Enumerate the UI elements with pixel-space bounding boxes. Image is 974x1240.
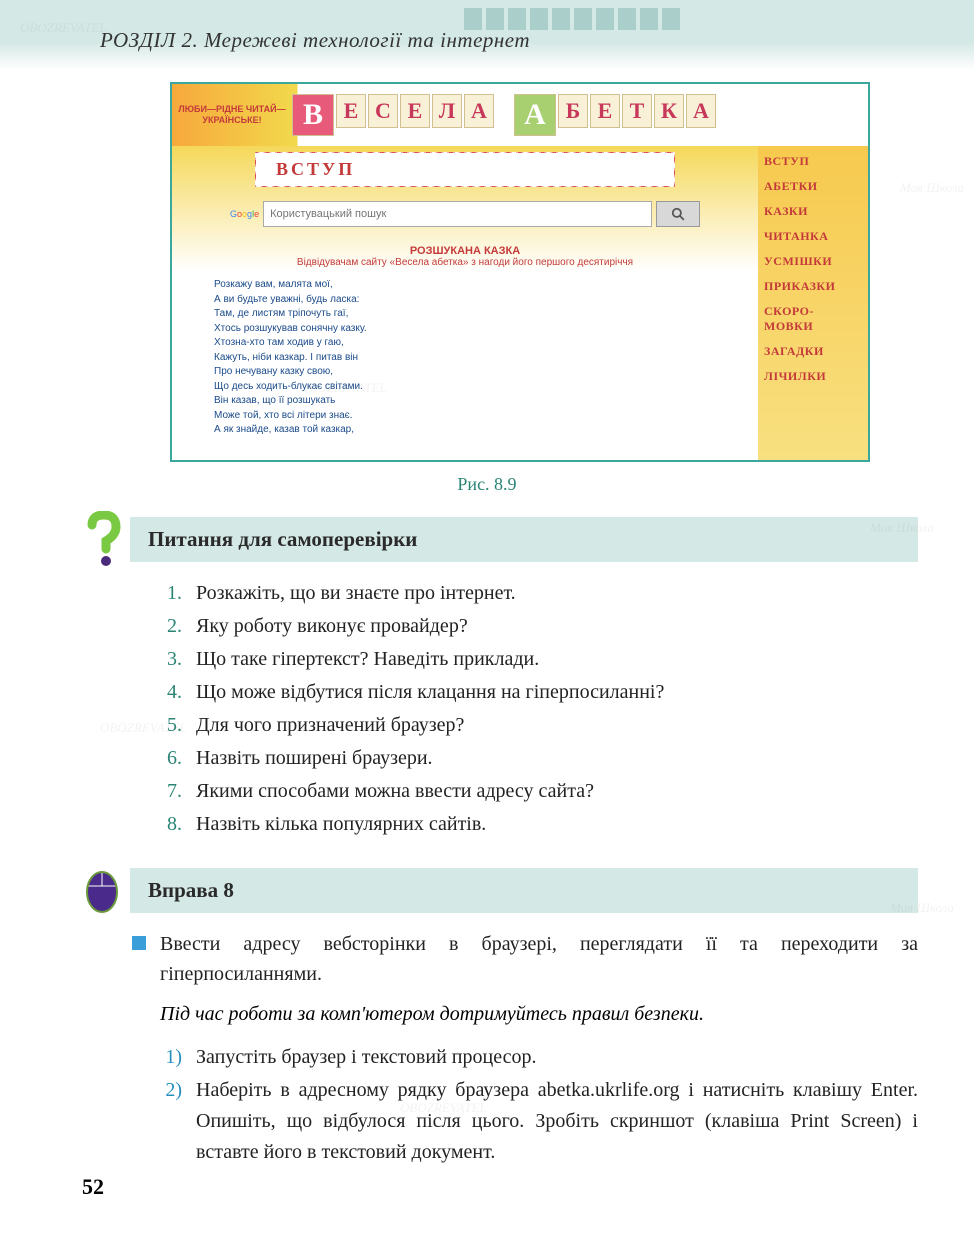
question-number: 8. bbox=[160, 809, 182, 840]
exercise-lead-text: Ввести адресу вебсторінки в браузері, пе… bbox=[160, 929, 918, 989]
step-item: 2)Наберіть в адресному рядку браузера ab… bbox=[160, 1075, 918, 1168]
nav-item[interactable]: ПРИКАЗКИ bbox=[762, 277, 864, 296]
site-logo: ВЕСЕЛААБЕТКА bbox=[292, 94, 716, 136]
poem-line: Що десь ходить-блукає світами. bbox=[214, 380, 746, 395]
logo-letter: А bbox=[514, 94, 556, 136]
question-item: 5. Для чого призначений браузер? bbox=[160, 710, 918, 741]
question-text: Що може відбутися після клацання на гіпе… bbox=[196, 677, 664, 708]
poem-line: А як знайде, казав той казкар, bbox=[214, 423, 746, 438]
poem-line: Там, де листям тріпочуть гаї, bbox=[214, 307, 746, 322]
question-text: Назвіть поширені браузери. bbox=[196, 743, 433, 774]
poem-line: Хтось розшукував сонячну казку. bbox=[214, 322, 746, 337]
search-input[interactable] bbox=[263, 201, 652, 227]
question-item: 2. Яку роботу виконує провайдер? bbox=[160, 611, 918, 642]
question-number: 6. bbox=[160, 743, 182, 774]
logo-letter: К bbox=[654, 94, 684, 128]
vstup-banner: ВСТУП bbox=[255, 152, 675, 187]
logo-letter: А bbox=[686, 94, 716, 128]
story-title: РОЗШУКАНА КАЗКА bbox=[184, 245, 746, 257]
nav-item[interactable]: ЗАГАДКИ bbox=[762, 342, 864, 361]
logo-letter: В bbox=[292, 94, 334, 136]
question-item: 8. Назвіть кілька популярних сайтів. bbox=[160, 809, 918, 840]
nav-item[interactable]: ВСТУП bbox=[762, 152, 864, 171]
questions-heading: Питання для самоперевірки bbox=[130, 517, 918, 562]
chapter-header: РОЗДІЛ 2. Мережеві технології та інтерне… bbox=[0, 0, 974, 70]
step-number: 2) bbox=[160, 1075, 182, 1168]
question-number: 4. bbox=[160, 677, 182, 708]
nav-item[interactable]: УСМІШКИ bbox=[762, 252, 864, 271]
search-button[interactable] bbox=[656, 201, 700, 227]
poem-line: Розкажу вам, малята мої, bbox=[214, 278, 746, 293]
question-item: 3. Що таке гіпертекст? Наведіть приклади. bbox=[160, 644, 918, 675]
page-number: 52 bbox=[82, 1174, 104, 1200]
search-icon bbox=[671, 207, 685, 221]
question-item: 6. Назвіть поширені браузери. bbox=[160, 743, 918, 774]
site-slogan: ЛЮБИ—РІДНЕ ЧИТАЙ— УКРАЇНСЬКЕ! bbox=[172, 100, 292, 130]
question-text: Якими способами можна ввести адресу сайт… bbox=[196, 776, 594, 807]
site-body: ВСТУП Google РОЗШУКАНА КАЗКА Відвідувача… bbox=[172, 146, 868, 460]
nav-item[interactable]: КАЗКИ bbox=[762, 202, 864, 221]
question-text: Розкажіть, що ви знаєте про інтернет. bbox=[196, 578, 516, 609]
poem-line: Про нечувану казку свою, bbox=[214, 365, 746, 380]
nav-item[interactable]: АБЕТКИ bbox=[762, 177, 864, 196]
logo-letter: Т bbox=[622, 94, 652, 128]
logo-letter: Е bbox=[400, 94, 430, 128]
bullet-square-icon bbox=[132, 936, 146, 950]
vstup-label: ВСТУП bbox=[276, 159, 355, 179]
question-text: Що таке гіпертекст? Наведіть приклади. bbox=[196, 644, 539, 675]
poem-line: Кажуть, ніби казкар. І питав він bbox=[214, 351, 746, 366]
poem-line: Хтозна-хто там ходив у гаю, bbox=[214, 336, 746, 351]
step-item: 1) Запустіть браузер і текстовий процесор… bbox=[160, 1042, 918, 1073]
exercise-heading: Вправа 8 bbox=[130, 868, 918, 913]
mouse-icon bbox=[82, 866, 122, 914]
question-text: Для чого призначений браузер? bbox=[196, 710, 464, 741]
logo-letter: Е bbox=[590, 94, 620, 128]
logo-letter: Е bbox=[336, 94, 366, 128]
safety-note: Під час роботи за комп'ютером дотримуйте… bbox=[160, 1003, 918, 1026]
question-number: 1. bbox=[160, 578, 182, 609]
site-header: ЛЮБИ—РІДНЕ ЧИТАЙ— УКРАЇНСЬКЕ! ВЕСЕЛААБЕТ… bbox=[172, 84, 868, 146]
logo-letter: Б bbox=[558, 94, 588, 128]
question-number: 3. bbox=[160, 644, 182, 675]
poem-line: Він казав, що її розшукать bbox=[214, 394, 746, 409]
story-subtitle: Відвідувачам сайту «Весела абетка» з наг… bbox=[184, 257, 746, 268]
nav-item[interactable]: ЛІЧИЛКИ bbox=[762, 367, 864, 386]
question-number: 5. bbox=[160, 710, 182, 741]
question-item: 7. Якими способами можна ввести адресу са… bbox=[160, 776, 918, 807]
poem-line: А ви будьте уважні, будь ласка: bbox=[214, 293, 746, 308]
questions-list: 1.Розкажіть, що ви знаєте про інтернет.2… bbox=[160, 578, 918, 840]
figure-caption: Рис. 8.9 bbox=[0, 474, 974, 495]
questions-title: Питання для самоперевірки bbox=[148, 527, 900, 552]
logo-letter bbox=[496, 94, 512, 128]
site-nav: ВСТУП АБЕТКИ КАЗКИ ЧИТАНКА УСМІШКИ ПРИКАЗКИ СК… bbox=[758, 146, 868, 460]
exercise-lead: Ввести адресу вебсторінки в браузері, пе… bbox=[160, 929, 918, 989]
logo-letter: С bbox=[368, 94, 398, 128]
logo-letter: Л bbox=[432, 94, 462, 128]
google-logo: Google bbox=[230, 209, 259, 219]
question-text: Назвіть кілька популярних сайтів. bbox=[196, 809, 486, 840]
step-text: Запустіть браузер і текстовий процесор. bbox=[196, 1042, 918, 1073]
nav-item[interactable]: СКОРО-МОВКИ bbox=[762, 302, 864, 336]
poem-line: Може той, хто всі літери знає. bbox=[214, 409, 746, 424]
question-mark-icon bbox=[82, 511, 126, 567]
website-screenshot: ЛЮБИ—РІДНЕ ЧИТАЙ— УКРАЇНСЬКЕ! ВЕСЕЛААБЕТ… bbox=[170, 82, 870, 462]
question-text: Яку роботу виконує провайдер? bbox=[196, 611, 468, 642]
step-number: 1) bbox=[160, 1042, 182, 1073]
search-row: Google bbox=[230, 201, 700, 227]
question-item: 1. Розкажіть, що ви знаєте про інтернет. bbox=[160, 578, 918, 609]
question-number: 2. bbox=[160, 611, 182, 642]
exercise-title: Вправа 8 bbox=[148, 878, 900, 903]
chapter-title: РОЗДІЛ 2. Мережеві технології та інтерне… bbox=[100, 28, 974, 53]
nav-item[interactable]: ЧИТАНКА bbox=[762, 227, 864, 246]
question-number: 7. bbox=[160, 776, 182, 807]
step-text: Наберіть в адресному рядку браузера abet… bbox=[196, 1075, 918, 1168]
question-item: 4. Що може відбутися після клацання на гі… bbox=[160, 677, 918, 708]
logo-letter: А bbox=[464, 94, 494, 128]
poem-text: Розкажу вам, малята мої,А ви будьте уваж… bbox=[184, 278, 746, 438]
site-main: ВСТУП Google РОЗШУКАНА КАЗКА Відвідувача… bbox=[172, 146, 758, 460]
exercise-steps: 1) Запустіть браузер і текстовий процесор… bbox=[160, 1042, 918, 1168]
